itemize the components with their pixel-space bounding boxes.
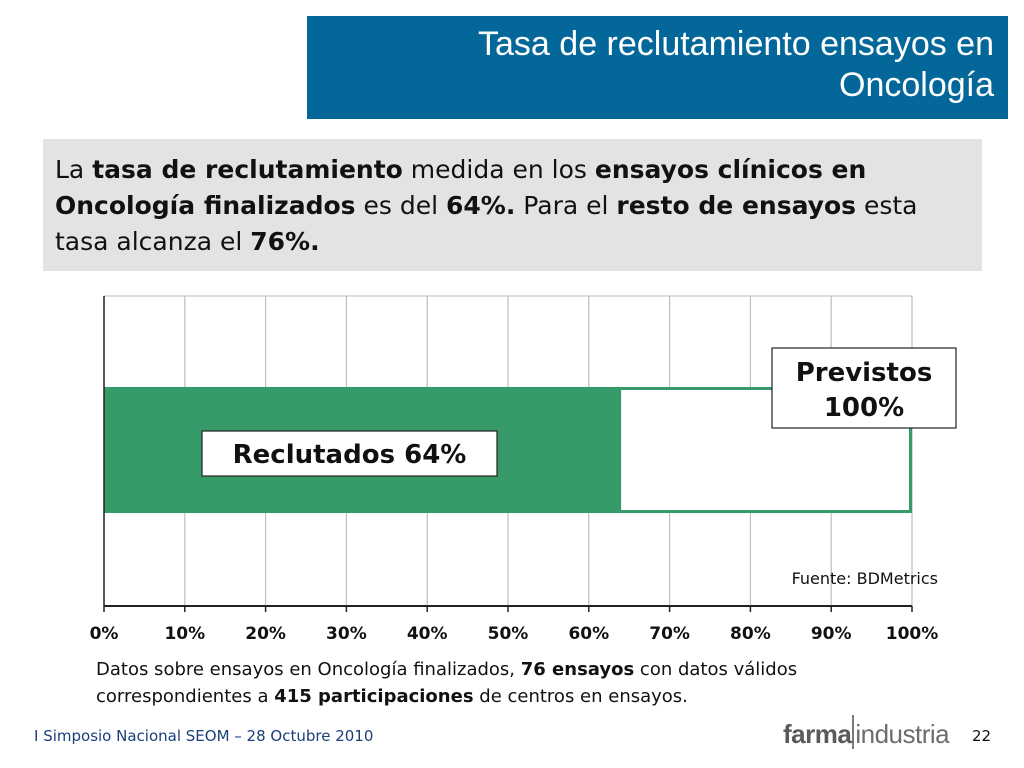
x-tick-label: 60% (568, 624, 609, 644)
summary-text: medida en los (402, 155, 595, 184)
footnote-bold: 76 ensayos (520, 659, 635, 680)
footnote-text: con datos válidos correspondientes a (96, 659, 798, 707)
summary-text: esta tasa alcanza el (55, 191, 918, 256)
summary-bold: ensayos clínicos en Oncología finalizado… (55, 155, 867, 220)
x-tick-label: 10% (164, 624, 205, 644)
previstos-label-line-1: Previstos (796, 358, 933, 388)
footnote-bold: 415 participaciones (274, 686, 474, 707)
chart-labels: Reclutados 64% Previstos 100% Fuente: BD… (201, 347, 957, 588)
reclutados-label-box (201, 430, 498, 477)
reclutados-label: Reclutados 64% (233, 440, 467, 470)
logo-separator (852, 715, 855, 749)
logo-part-2: industria (855, 719, 950, 749)
summary-text: La (55, 155, 93, 184)
footnote: Datos sobre ensayos en Oncología finaliz… (96, 656, 916, 710)
footnote-text: Datos sobre ensayos en Oncología finaliz… (96, 659, 521, 680)
x-tick-label: 40% (407, 624, 448, 644)
page-number: 22 (972, 727, 992, 745)
summary-bold: 76%. (250, 227, 320, 256)
summary-bold: 64%. (446, 191, 516, 220)
slide-title: Tasa de reclutamiento ensayos en Oncolog… (307, 16, 1008, 119)
slide-title-line-2: Oncología (839, 66, 994, 104)
x-tick-label: 20% (245, 624, 286, 644)
summary-box: La tasa de reclutamiento medida en los e… (43, 139, 982, 271)
x-tick-label: 50% (488, 624, 529, 644)
summary-text: es del (355, 191, 446, 220)
previstos-label-box (771, 347, 957, 429)
x-tick-label: 0% (90, 624, 119, 644)
summary-bold: resto de ensayos (616, 191, 857, 220)
chart-source: Fuente: BDMetrics (792, 569, 938, 588)
previstos-label-line-2: 100% (824, 393, 904, 423)
x-tick-label: 100% (886, 624, 939, 644)
logo-part-1: farma (783, 719, 852, 749)
summary-bold: tasa de reclutamiento (92, 155, 403, 184)
x-tick-label: 70% (649, 624, 690, 644)
slide-title-line-1: Tasa de reclutamiento ensayos en (478, 25, 994, 63)
x-tick-label: 80% (730, 624, 771, 644)
chart-axis: 0% 10% 20% 30% 40% 50% 60% 70% 80% 90% 100% (90, 296, 939, 644)
x-tick-label: 90% (811, 624, 852, 644)
summary-text: Para el (515, 191, 617, 220)
footer-event: I Simposio Nacional SEOM – 28 Octubre 20… (34, 727, 374, 745)
footnote-text: de centros en ensayos. (473, 686, 688, 707)
farmaindustria-logo: farma industria (783, 715, 950, 750)
x-tick-label: 30% (326, 624, 367, 644)
